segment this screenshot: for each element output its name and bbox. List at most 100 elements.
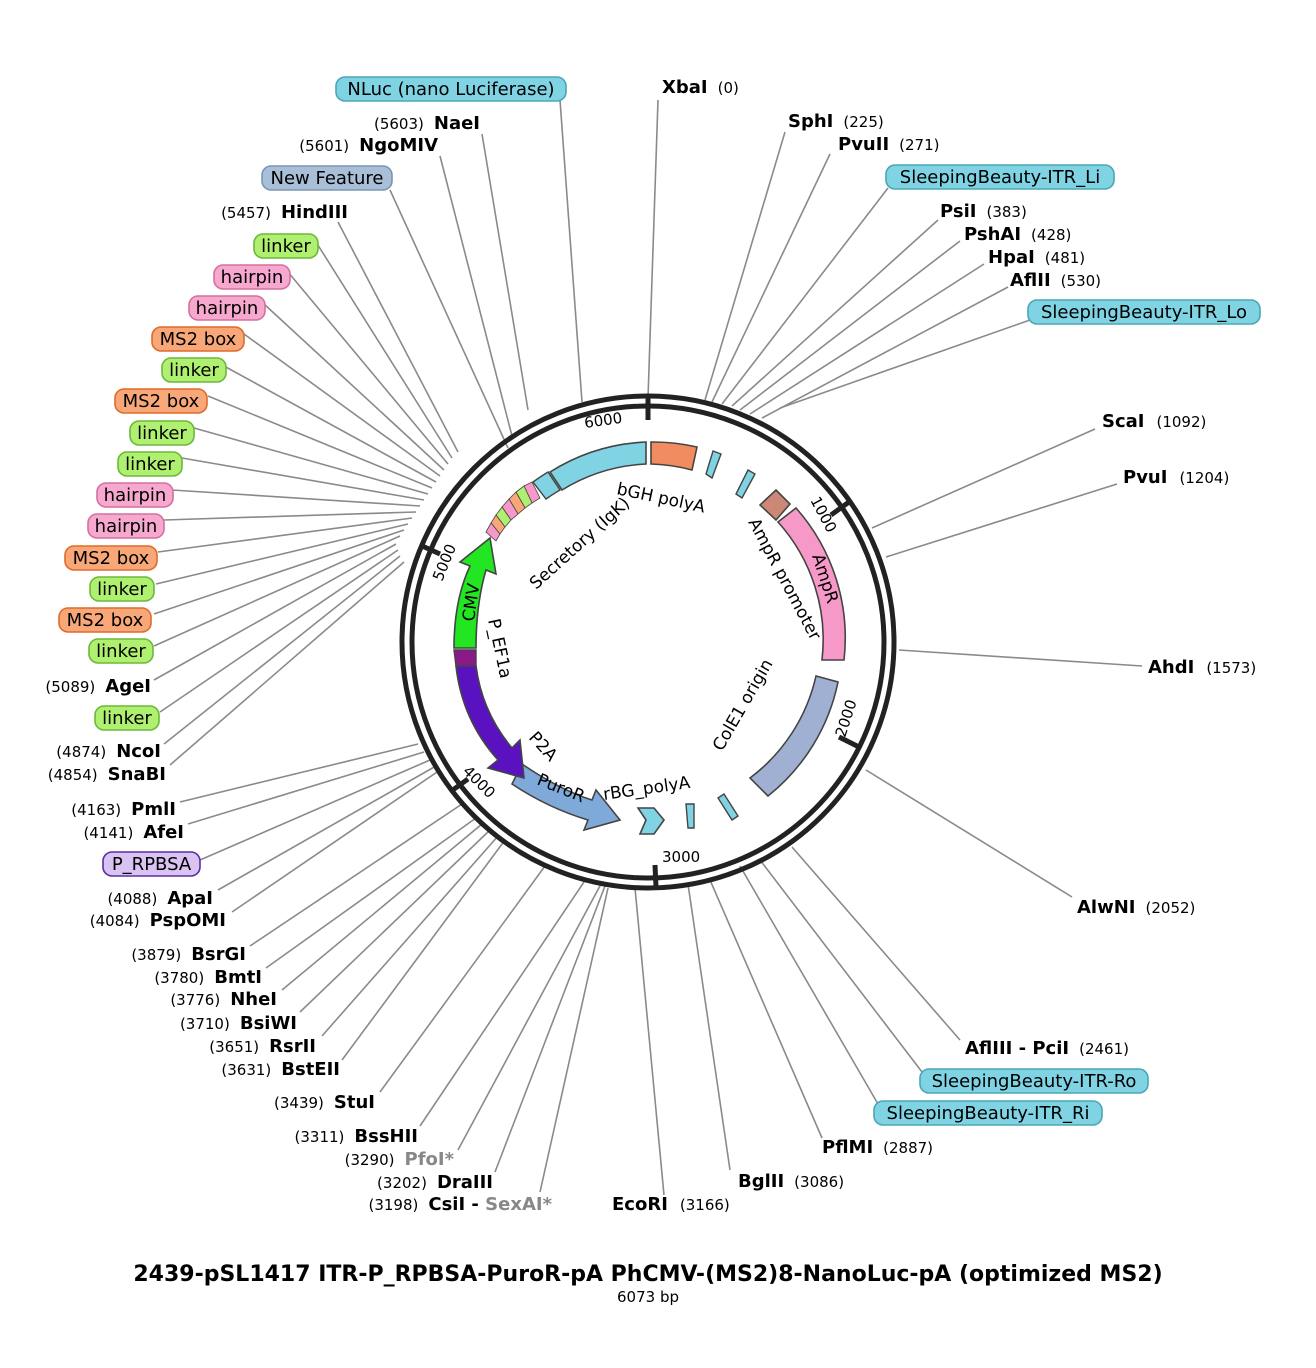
site-nhei: (3776) NheI xyxy=(170,989,277,1010)
leader-hairpin-2 xyxy=(263,303,445,471)
tick-2000 xyxy=(837,734,861,750)
feature-bgh-polya xyxy=(650,441,698,471)
feature-pill: SleepingBeauty-ITR_Lo xyxy=(1027,299,1261,325)
site-scai: ScaI (1092) xyxy=(1102,411,1206,432)
pill-box xyxy=(96,482,174,508)
site-pos: (3710) xyxy=(180,1015,230,1033)
feature-pill: MS2 box xyxy=(151,326,245,352)
pill-label: MS2 box xyxy=(160,329,237,350)
tick-label-2000: 2000 xyxy=(832,697,861,739)
site-pshai: PshAI (428) xyxy=(964,224,1071,245)
site-name: NheI xyxy=(230,989,277,1010)
pill-label: linker xyxy=(102,708,152,729)
pill-box xyxy=(94,705,160,731)
label-cole1-origin: ColE1 origin xyxy=(709,656,778,755)
leader-naei xyxy=(481,133,529,411)
site-csii-sexai: (3198) CsiI - SexAI* xyxy=(368,1194,552,1215)
site-name: PmlI xyxy=(131,799,176,820)
site-pos: (4088) xyxy=(107,890,157,908)
site-pvuii: PvuII (271) xyxy=(838,134,939,155)
feature-pill: hairpin xyxy=(213,264,291,290)
leader-ecori xyxy=(634,887,665,1196)
site-name: SnaBI xyxy=(108,764,166,785)
leader-ms2-4 xyxy=(153,529,405,615)
pill-label: hairpin xyxy=(104,485,167,506)
feature-pill: New Feature xyxy=(261,165,393,191)
leader-ms2-3 xyxy=(157,517,413,553)
feature-pill: linker xyxy=(161,357,227,383)
site-pos: (481) xyxy=(1045,249,1085,267)
site-name: BssHII xyxy=(354,1126,418,1147)
feature-cole1-origin xyxy=(748,675,839,798)
site-pos: (1092) xyxy=(1156,413,1206,431)
feature-pill: P_RPBSA xyxy=(102,851,201,877)
label-p2a: P2A xyxy=(524,728,561,766)
site-ngomiv: (5601) NgoMIV xyxy=(299,135,438,156)
leader-linker-6 xyxy=(223,365,437,483)
site-pos: (4141) xyxy=(83,824,133,842)
leader-pshai xyxy=(739,240,961,411)
leader-pfoi xyxy=(457,883,602,1151)
leader-p-rpbsa xyxy=(199,759,431,861)
site-bsrgi: (3879) BsrGI xyxy=(131,944,246,965)
site-name: SphI xyxy=(788,111,833,132)
site-pos: (383) xyxy=(986,203,1026,221)
site-psii: PsiI (383) xyxy=(940,201,1027,222)
leader-agei xyxy=(153,543,397,681)
feature-pill: SleepingBeauty-ITR_Li xyxy=(885,164,1115,190)
label-p-ef1a: P_EF1a xyxy=(483,617,515,680)
leader-hindiii xyxy=(337,221,459,453)
site-name: PflMI xyxy=(822,1137,873,1158)
site-pos: (530) xyxy=(1061,272,1101,290)
site-pos: (5601) xyxy=(299,137,349,155)
leader-hpai xyxy=(749,263,985,415)
leader-linker-10 xyxy=(153,535,401,647)
site-pspomi: (4084) PspOMI xyxy=(90,910,226,931)
site-name: StuI xyxy=(334,1092,375,1113)
leader-bmti xyxy=(265,817,477,969)
site-apai: (4088) ApaI xyxy=(107,888,213,909)
leader-bsrgi xyxy=(249,803,463,947)
pill-box xyxy=(102,851,201,877)
feature-pill: hairpin xyxy=(188,295,266,321)
leader-ncoi xyxy=(163,555,401,745)
leader-bsteii xyxy=(341,839,506,1061)
tick-label-3000: 3000 xyxy=(662,848,700,866)
site-agei: (5089) AgeI xyxy=(45,676,151,697)
pill-label: SleepingBeauty-ITR_Lo xyxy=(1041,302,1247,323)
pill-box xyxy=(114,388,208,414)
pill-box xyxy=(1027,299,1261,325)
pill-label: P_RPBSA xyxy=(112,854,192,875)
site-afei: (4141) AfeI xyxy=(83,822,184,843)
feature-itr-ro xyxy=(717,793,739,821)
site-bglii: BglII (3086) xyxy=(738,1171,844,1192)
site-name: BmtI xyxy=(214,967,262,988)
site-pos: (3198) xyxy=(368,1196,418,1214)
site-name: NaeI xyxy=(434,113,480,134)
site-pos: (1573) xyxy=(1206,659,1256,677)
leader-ms2-2 xyxy=(207,395,433,489)
pill-label: New Feature xyxy=(270,168,383,189)
pill-label: hairpin xyxy=(196,298,259,319)
leader-psii xyxy=(731,219,939,407)
pill-label: hairpin xyxy=(221,267,284,288)
site-pos: (3086) xyxy=(794,1173,844,1191)
feature-ampr-promoter xyxy=(758,488,792,522)
leader-alwni xyxy=(865,769,1073,898)
site-pos: (3631) xyxy=(221,1061,271,1079)
cluster-stripe xyxy=(485,522,501,542)
leader-scai xyxy=(871,428,1096,529)
site-ahdi: AhdI (1573) xyxy=(1148,657,1256,678)
site-name: ScaI xyxy=(1102,411,1144,432)
pill-box xyxy=(151,326,245,352)
feature-pill: linker xyxy=(89,576,155,602)
leader-lines xyxy=(153,99,1143,1196)
leader-rsrii xyxy=(321,835,499,1037)
leader-hairpin-1 xyxy=(287,271,449,465)
site-pos: (5457) xyxy=(221,204,271,222)
feature-itr-lo xyxy=(735,469,756,500)
pill-label: MS2 box xyxy=(67,610,144,631)
site-ncoi: (4874) NcoI xyxy=(56,741,161,762)
feature-puror xyxy=(510,762,622,832)
